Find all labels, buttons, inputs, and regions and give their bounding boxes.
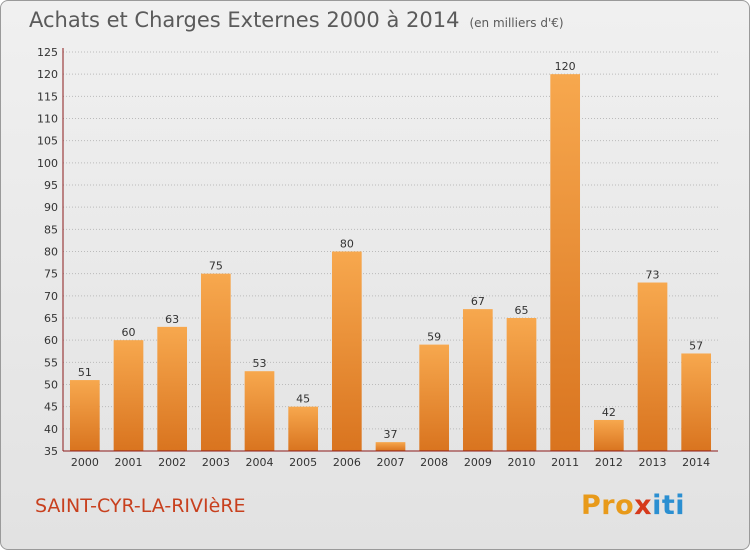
y-tick-label: 90 [44,201,58,214]
y-tick-label: 125 [37,46,58,59]
bar [69,380,100,451]
chart-title-text: Achats et Charges Externes 2000 à 2014 [29,8,460,32]
y-tick-label: 45 [44,401,58,414]
y-tick-label: 35 [44,445,58,458]
x-tick-label: 2013 [639,456,667,469]
bar-value-label: 57 [689,339,703,352]
y-tick-label: 100 [37,157,58,170]
bar-value-label: 75 [209,260,223,273]
x-tick-label: 2008 [420,456,448,469]
bar-value-label: 65 [515,304,529,317]
bar [419,344,450,451]
y-tick-label: 115 [37,90,58,103]
x-tick-label: 2004 [246,456,274,469]
y-tick-label: 40 [44,423,58,436]
grid-lines [63,51,718,430]
y-tick-label: 65 [44,312,58,325]
x-tick-label: 2000 [71,456,99,469]
bar-value-label: 42 [602,406,616,419]
brand-logo-part: iti [652,490,685,521]
y-tick-label: 55 [44,356,58,369]
bar-value-label: 63 [165,313,179,326]
x-tick-label: 2006 [333,456,361,469]
bar-value-label: 120 [555,60,576,73]
x-tick-label: 2009 [464,456,492,469]
bar-value-label: 51 [78,366,92,379]
x-tick-label: 2001 [115,456,143,469]
bar [681,353,712,451]
bar [593,419,624,451]
brand-logo-part: x [634,490,653,521]
place-name: SAINT-CYR-LA-RIVIèRE [35,495,246,517]
x-tick-label: 2005 [289,456,317,469]
bar-value-label: 59 [427,331,441,344]
brand-logo: Proxiti [581,490,685,521]
bar [200,273,231,451]
x-tick-label: 2003 [202,456,230,469]
bar [113,340,144,451]
chart-unit: (en milliers d'€) [469,16,564,30]
bar [550,74,581,452]
x-tick-label: 2012 [595,456,623,469]
y-tick-label: 105 [37,135,58,148]
x-tick-label: 2011 [551,456,579,469]
y-tick-label: 70 [44,290,58,303]
bar-value-label: 45 [296,393,310,406]
y-tick-label: 75 [44,268,58,281]
bar [506,318,537,451]
bar [331,251,362,451]
chart-title: Achats et Charges Externes 2000 à 2014 (e… [29,8,564,32]
bar-value-label: 60 [122,326,136,339]
y-tick-label: 80 [44,246,58,259]
y-tick-label: 110 [37,113,58,126]
bar [637,282,668,451]
bar-value-label: 67 [471,295,485,308]
bar-value-label: 73 [646,269,660,282]
y-tick-label: 60 [44,334,58,347]
bar-value-label: 37 [384,428,398,441]
brand-logo-part: Pro [581,490,635,521]
x-tick-label: 2014 [682,456,710,469]
y-tick-label: 85 [44,223,58,236]
x-axis-ticks: 2000 2001 2002 2003 2004 2005 2006 2007 2008 2009… [71,456,710,469]
bar-value-label: 53 [253,357,267,370]
bar-value-label: 80 [340,238,354,251]
y-tick-label: 120 [37,68,58,81]
bar [288,406,319,451]
axes [62,48,718,452]
x-tick-label: 2002 [158,456,186,469]
bar [157,326,188,451]
y-tick-label: 50 [44,379,58,392]
x-tick-label: 2010 [508,456,536,469]
y-axis-ticks: 35 40 45 50 55 60 65 70 75 80 85 90 95 100 105 110 115 12… [37,46,58,458]
bars: 51 60 63 75 53 45 80 37 59 67 65 120 42 73 57 [69,60,712,452]
bar [375,442,406,451]
y-tick-label: 95 [44,179,58,192]
x-tick-label: 2007 [377,456,405,469]
bar [462,309,493,451]
bar [244,371,275,451]
